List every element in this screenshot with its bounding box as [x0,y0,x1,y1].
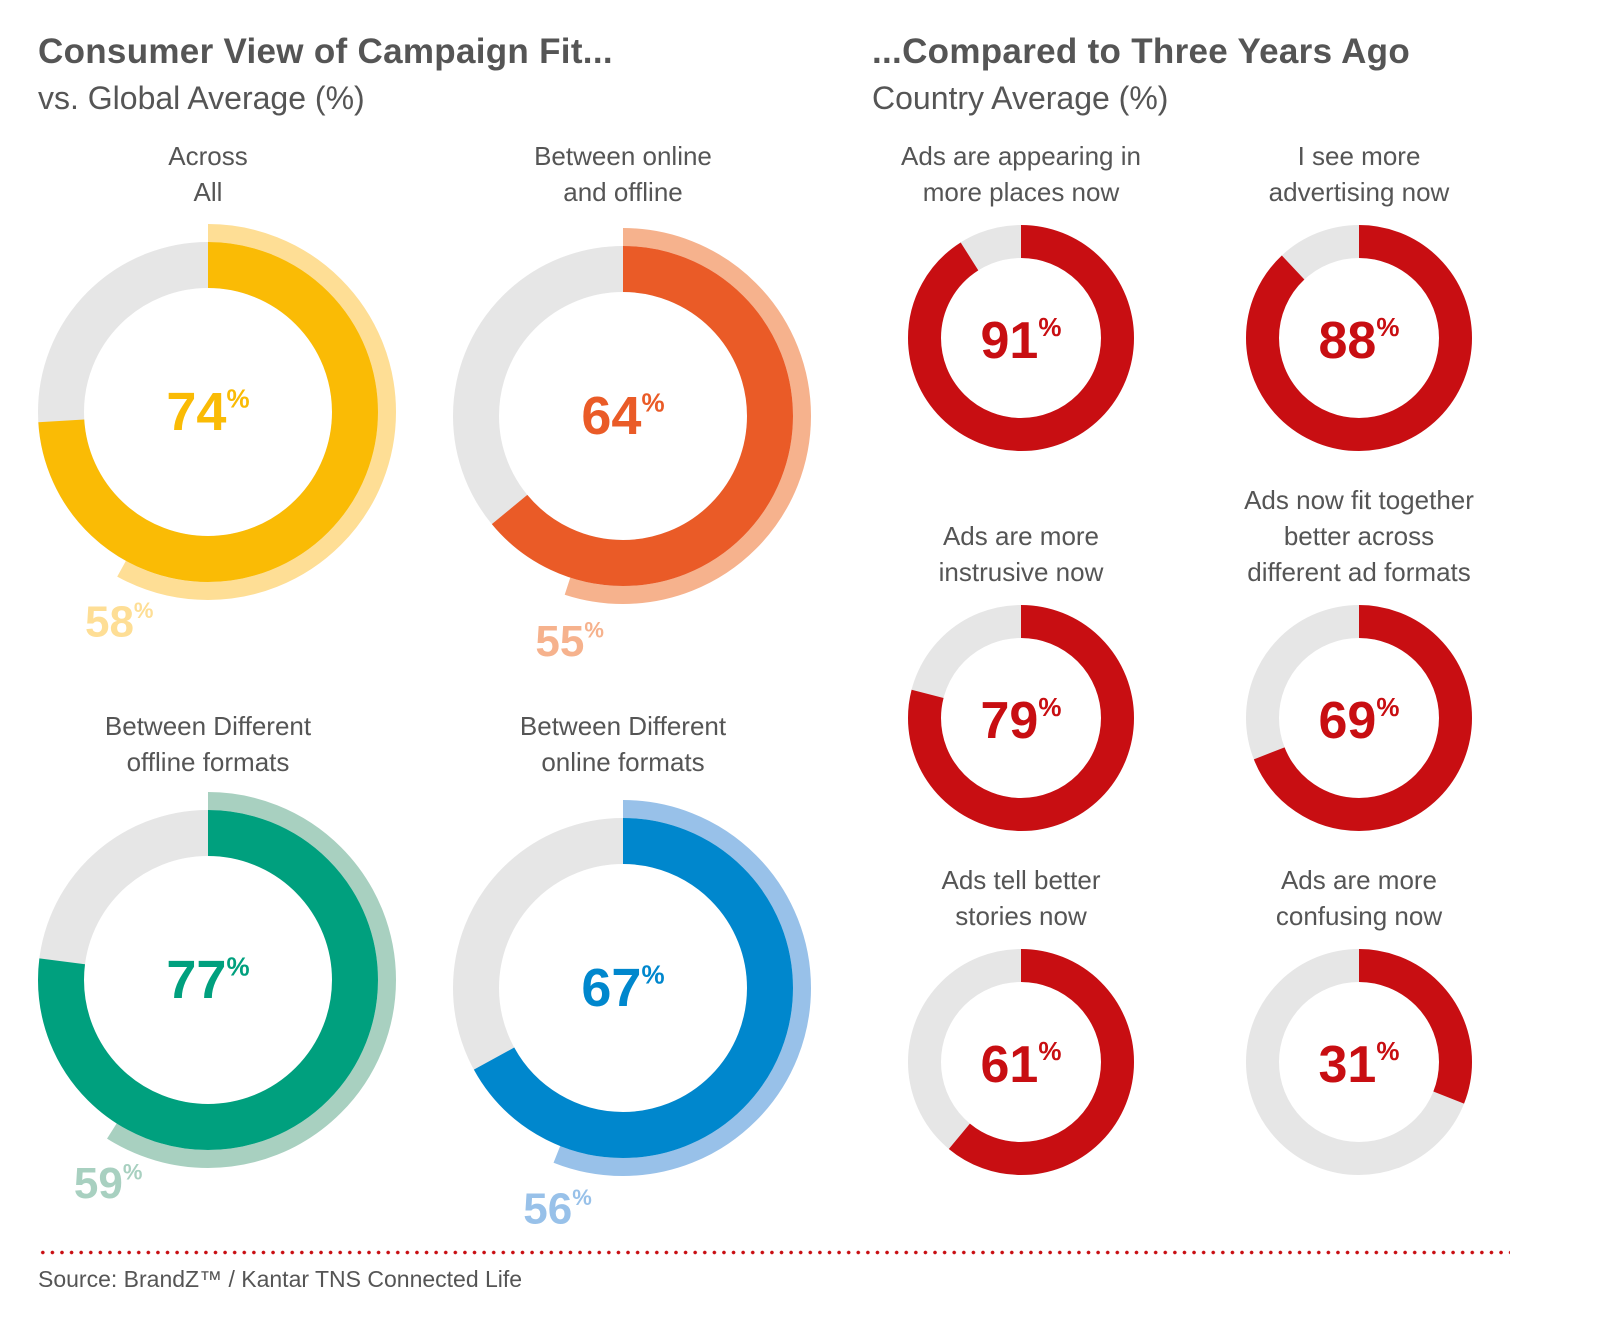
value-arc [908,225,1134,451]
value-arc [1246,605,1472,831]
value-arc [38,810,378,1150]
value-percent: 91% [981,312,1062,370]
donut-label: Ads tell better stories now [941,865,1101,931]
value-percent: 69% [1319,692,1400,750]
value-arc [453,246,793,586]
value-arc [908,949,1134,1175]
global-average-percent: 56% [523,1185,592,1234]
value-percent: 74% [166,382,249,442]
value-arc [908,605,1134,831]
source-note: Source: BrandZ™ / Kantar TNS Connected L… [38,1266,523,1292]
global-average-percent: 55% [535,617,604,666]
global-average-arc [435,228,811,604]
donut-label: Ads now fit together better across diffe… [1244,485,1474,587]
right-title: ...Compared to Three Years Ago [872,32,1411,71]
dotted-divider [38,1250,1510,1255]
value-percent: 61% [981,1036,1062,1094]
global-average-percent: 58% [85,598,154,647]
value-percent: 64% [581,386,664,446]
global-average-arc [20,792,396,1168]
value-percent: 31% [1319,1036,1400,1094]
global-average-percent: 59% [74,1159,143,1208]
left-subtitle: vs. Global Average (%) [38,80,365,116]
value-percent: 67% [581,958,664,1018]
donut-label: Across All [168,141,248,207]
value-percent: 79% [981,692,1062,750]
value-percent: 77% [166,950,249,1010]
donut-label: Ads are more confusing now [1275,865,1443,931]
donut-label: Between online and offline [534,141,712,207]
donut-label: Between Different online formats [519,711,727,777]
donut-label: Ads are appearing in more places now [901,141,1141,207]
value-arc [1246,225,1472,451]
value-arc [1246,949,1472,1175]
left-title: Consumer View of Campaign Fit... [38,32,613,71]
right-subtitle: Country Average (%) [872,80,1169,116]
global-average-arc [435,800,811,1176]
donut-label: I see more advertising now [1268,141,1450,207]
donut-label: Between Different offline formats [104,711,312,777]
global-average-arc [20,224,396,600]
value-percent: 88% [1319,312,1400,370]
value-arc [453,818,793,1158]
value-arc [38,242,378,582]
donut-label: Ads are more instrusive now [938,521,1104,587]
